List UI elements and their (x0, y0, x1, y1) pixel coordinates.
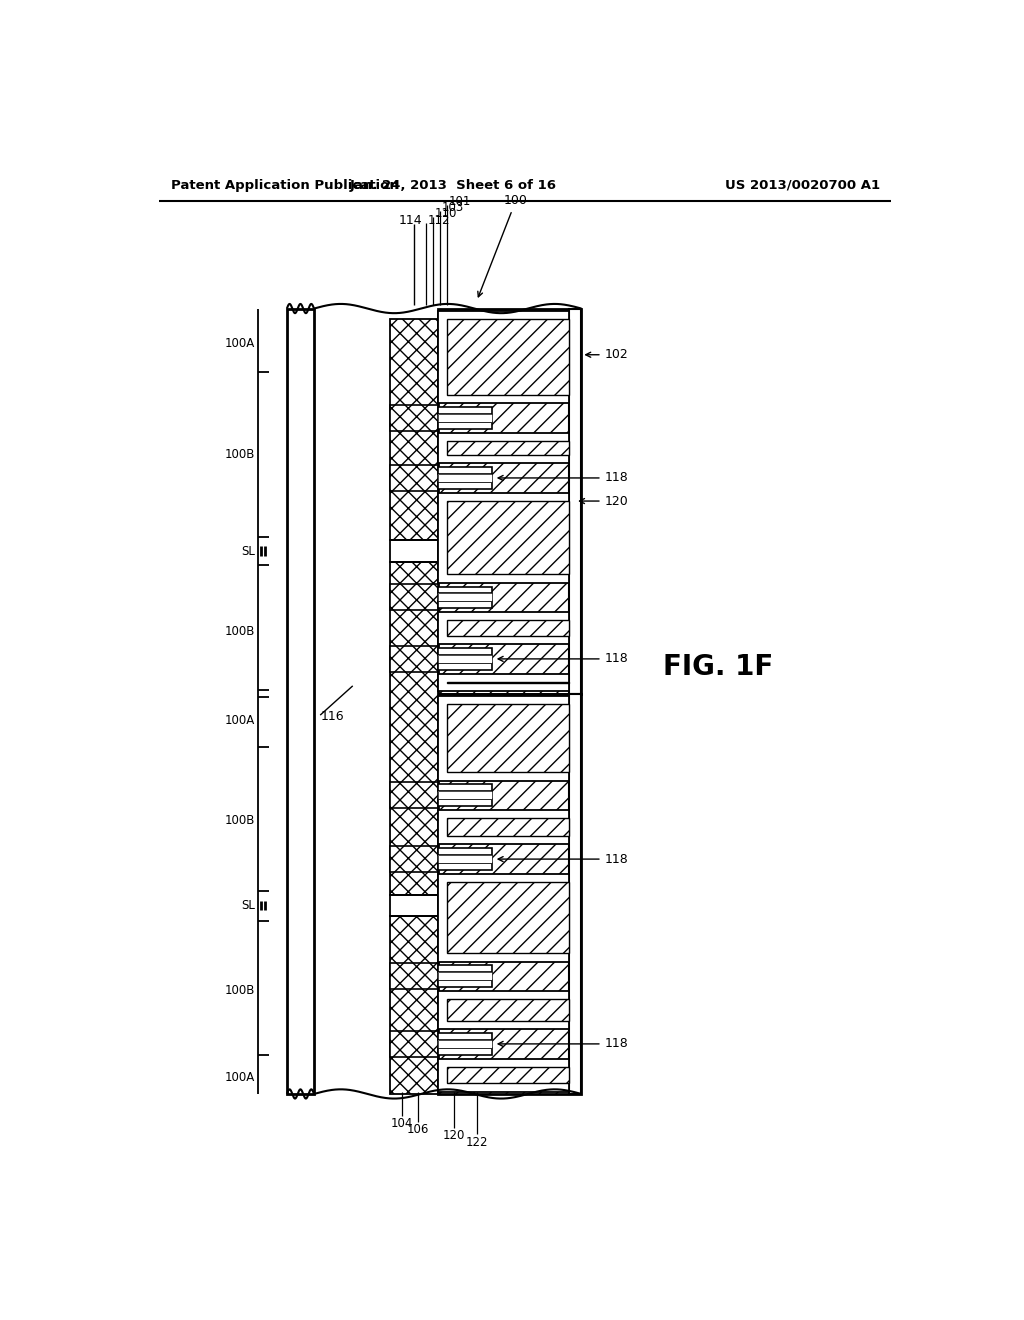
Bar (446, 1067, 569, 1084)
Bar (438, 433, 569, 463)
Bar (438, 407, 493, 414)
Bar (390, 1031, 438, 1057)
Bar (438, 612, 569, 644)
Text: 118: 118 (498, 1038, 629, 1051)
Bar (446, 620, 569, 636)
Text: 116: 116 (321, 710, 344, 723)
Bar (438, 965, 493, 973)
Bar (446, 999, 569, 1020)
Text: 100B: 100B (224, 626, 255, 639)
Bar (438, 1048, 493, 1055)
Bar (438, 474, 493, 482)
Bar (287, 309, 314, 1094)
Bar (438, 648, 493, 655)
Bar (438, 810, 569, 845)
Bar (438, 991, 569, 1030)
Bar (438, 655, 493, 663)
Text: 100B: 100B (224, 449, 255, 462)
Bar (438, 855, 493, 863)
Bar (446, 705, 569, 772)
Bar (438, 849, 493, 855)
Bar (569, 309, 582, 693)
Bar (446, 882, 569, 953)
Bar (390, 781, 438, 808)
Bar (390, 562, 438, 895)
Bar (390, 319, 438, 540)
Bar (438, 979, 493, 987)
Bar (438, 1040, 493, 1048)
Bar (390, 645, 438, 672)
Bar (438, 594, 493, 601)
Text: 118: 118 (498, 853, 629, 866)
Bar (438, 594, 493, 601)
Bar (446, 319, 569, 395)
Bar (438, 655, 493, 663)
Text: 118: 118 (498, 471, 629, 484)
Text: 112: 112 (428, 214, 451, 227)
Text: Patent Application Publication: Patent Application Publication (171, 178, 398, 191)
Bar (438, 855, 493, 863)
Bar (390, 916, 438, 1094)
Bar (438, 492, 569, 582)
Bar (446, 441, 569, 455)
Bar (438, 1034, 493, 1040)
Bar (438, 601, 493, 609)
Bar (569, 693, 582, 1094)
Text: 104: 104 (391, 1117, 414, 1130)
Bar (438, 792, 493, 799)
Bar (438, 414, 493, 422)
Text: SL: SL (242, 545, 255, 557)
Bar (438, 467, 493, 474)
Bar (438, 973, 493, 979)
Bar (390, 540, 438, 562)
Text: 114: 114 (398, 214, 422, 227)
Text: 118: 118 (498, 652, 629, 665)
Bar (446, 818, 569, 836)
Text: 101: 101 (449, 195, 471, 209)
Bar (438, 874, 569, 961)
Text: FIG. 1F: FIG. 1F (663, 652, 773, 681)
Bar (390, 964, 438, 989)
Text: 100B: 100B (224, 983, 255, 997)
Text: 120: 120 (442, 1130, 465, 1142)
Text: Jan. 24, 2013  Sheet 6 of 16: Jan. 24, 2013 Sheet 6 of 16 (350, 178, 557, 191)
Bar (446, 502, 569, 574)
Text: 122: 122 (466, 1135, 488, 1148)
Bar (390, 895, 438, 916)
Bar (438, 1040, 493, 1048)
Bar (438, 663, 493, 669)
Bar (438, 799, 493, 807)
Text: 100A: 100A (225, 1071, 255, 1084)
Bar (438, 673, 569, 692)
Text: 102: 102 (586, 348, 629, 362)
Text: 110: 110 (435, 207, 458, 220)
Bar (438, 1059, 569, 1092)
Bar (438, 309, 582, 693)
Bar (438, 973, 493, 979)
Bar (438, 784, 493, 792)
Bar (390, 585, 438, 610)
Bar (438, 586, 493, 594)
Bar (438, 474, 493, 482)
Text: 100: 100 (478, 194, 527, 297)
Bar (438, 414, 493, 422)
Bar (438, 312, 569, 404)
Text: 103: 103 (442, 201, 464, 214)
Text: 120: 120 (580, 495, 629, 508)
Bar (438, 422, 493, 429)
Text: 100A: 100A (225, 714, 255, 727)
Bar (390, 846, 438, 873)
Text: SL: SL (242, 899, 255, 912)
Bar (438, 863, 493, 870)
Bar (438, 482, 493, 488)
Text: US 2013/0020700 A1: US 2013/0020700 A1 (725, 178, 880, 191)
Bar (438, 696, 569, 780)
Text: 100A: 100A (225, 337, 255, 350)
Bar (438, 693, 582, 1094)
Text: 106: 106 (407, 1123, 429, 1137)
Bar (390, 405, 438, 430)
Text: 100B: 100B (224, 814, 255, 828)
Bar (438, 792, 493, 799)
Bar (390, 465, 438, 491)
